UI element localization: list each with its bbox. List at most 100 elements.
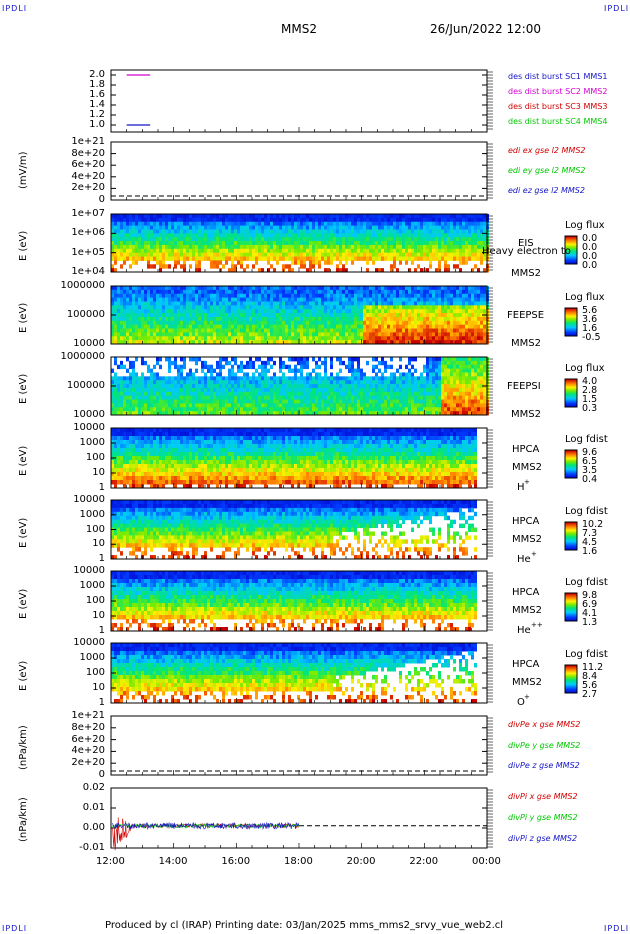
eis-ylabel: E (eV) — [18, 230, 29, 261]
hpca_h-colorbar-title: Log fdist — [565, 434, 608, 445]
hpca_he-colorbar-frame — [564, 521, 578, 551]
edi-ytick-label: 8e+20 — [71, 147, 105, 159]
burst-ytick-label: 2.0 — [89, 69, 105, 80]
eis-colorbar-value: 0.0 — [582, 260, 598, 271]
hpca_h-ytick-label: 1 — [98, 482, 105, 493]
hpca_o-colorbar-value: 8.4 — [582, 671, 598, 682]
hpca_he-ytick-label: 10 — [92, 538, 105, 550]
hpca_o-ytick-label: 10 — [92, 682, 105, 693]
hpca_he-heatmap — [111, 500, 477, 560]
hpca_he-species-label: He — [517, 554, 531, 565]
edi-legend-2: edi ez gse l2 MMS2 — [508, 186, 585, 195]
feepsi-ytick-label: 100000 — [66, 380, 105, 391]
feepsi-instrument-label: FEEPSI — [507, 381, 541, 392]
feepse-ytick-label: 100000 — [66, 309, 105, 320]
hpca_o-charge-label: + — [524, 693, 530, 701]
eis-colorbar-value: 0.0 — [582, 242, 598, 253]
hpca_he-colorbar-value: 10.2 — [582, 519, 604, 530]
edi-ytick-label: 6e+20 — [71, 159, 105, 171]
eis-ytick-label: 1e+06 — [71, 227, 105, 239]
burst-legend-0: des dist burst SC1 MMS1 — [508, 72, 608, 81]
burst-ytick-label: 1.6 — [89, 89, 105, 100]
hpca_o-heatmap — [111, 643, 477, 704]
divpe-ytick-label: 8e+20 — [71, 721, 105, 733]
hpca_o-ytick-label: 10000 — [73, 637, 105, 648]
divpe-ytick-label: 1e+21 — [71, 710, 105, 721]
eis-ytick-label: 1e+04 — [71, 266, 105, 277]
edi-ylabel: (mV/m) — [18, 151, 29, 190]
corner-label-bottom-right: IPDLI — [604, 924, 630, 933]
eis-overlay-text: Heavy electron to — [482, 246, 571, 257]
hpca_hepp-colorbar-value: 6.9 — [582, 599, 598, 610]
hpca_hepp-ytick-label: 100 — [85, 595, 105, 606]
edi-ytick-label: 0 — [98, 194, 105, 205]
burst-legend-1: des dist burst SC2 MMS2 — [508, 87, 608, 96]
eis-colorbar-title: Log flux — [565, 220, 605, 231]
hpca_h-colorbar-frame — [564, 449, 578, 479]
hpca_h-ytick-label: 10000 — [73, 422, 105, 433]
xaxis-tick-label-1: 14:00 — [158, 856, 188, 867]
xaxis-tick-label-5: 22:00 — [409, 856, 439, 867]
burst-legend-3: des dist burst SC4 MMS4 — [508, 117, 608, 126]
divpe-ytick-label: 2e+20 — [71, 757, 105, 769]
feepsi-ytick-label: 1000000 — [60, 351, 105, 362]
divpi-frame — [110, 787, 488, 849]
hpca_o-species-label: O — [517, 697, 525, 708]
divpe-legend-0: divPe x gse MMS2 — [508, 720, 581, 729]
eis-heatmap — [111, 214, 489, 273]
hpca_o-ytick-label: 1000 — [79, 652, 105, 663]
feepse-instrument-label: FEEPSE — [507, 310, 545, 321]
eis-colorbar-frame — [564, 235, 578, 265]
hpca_h-species-label: H — [517, 482, 525, 493]
hpca_h-spacecraft-label: MMS2 — [512, 462, 542, 473]
edi-legend-0: edi ex gse l2 MMS2 — [508, 146, 586, 155]
corner-label-top-right: IPDLI — [604, 4, 630, 13]
hpca_he-ytick-label: 10000 — [73, 494, 105, 505]
hpca_hepp-spacecraft-label: MMS2 — [512, 605, 542, 616]
hpca_he-colorbar-title: Log fdist — [565, 506, 608, 517]
feepsi-spacecraft-label: MMS2 — [511, 409, 541, 420]
eis-instrument-label: EIS — [518, 238, 534, 249]
divpe-ylabel: (nPa/km) — [18, 724, 29, 770]
hpca_h-ylabel: E (eV) — [18, 445, 29, 476]
hpca_he-ytick-label: 1 — [98, 553, 105, 564]
divpi-ytick-label: 0.01 — [82, 802, 105, 813]
hpca_he-colorbar-value: 7.3 — [582, 528, 598, 539]
feepse-ytick-label: 10000 — [73, 338, 105, 349]
divpe-legend-2: divPe z gse MMS2 — [508, 761, 580, 770]
hpca_hepp-colorbar-value: 9.8 — [582, 590, 598, 601]
divpe-ytick-label: 4e+20 — [71, 745, 105, 757]
feepsi-colorbar — [565, 379, 577, 408]
xaxis-tick-label-4: 20:00 — [346, 856, 376, 867]
hpca_he-colorbar-value: 1.6 — [582, 546, 598, 557]
feepsi-colorbar-frame — [564, 378, 578, 408]
hpca_hepp-instrument-label: HPCA — [512, 587, 540, 598]
hpca_o-colorbar — [565, 665, 577, 694]
feepsi-colorbar-value: 2.8 — [582, 385, 598, 396]
feepse-colorbar-value: 5.6 — [582, 305, 598, 316]
hpca_h-charge-label: + — [524, 478, 530, 486]
hpca_h-heatmap — [111, 428, 477, 489]
hpca_h-colorbar — [565, 450, 577, 479]
xaxis-tick-label-3: 18:00 — [284, 856, 313, 867]
feepsi-colorbar-title: Log flux — [565, 363, 605, 374]
hpca_he-ytick-label: 100 — [85, 523, 105, 535]
corner-label-bottom-left: IPDLI — [2, 924, 28, 933]
edi-legend-1: edi ey gse l2 MMS2 — [508, 166, 586, 175]
eis-spacecraft-label: MMS2 — [511, 268, 541, 279]
hpca_hepp-ytick-label: 1 — [98, 625, 105, 636]
divpi-legend-2: divPi z gse MMS2 — [508, 834, 578, 843]
eis-ytick-label: 1e+05 — [71, 246, 105, 258]
hpca_h-instrument-label: HPCA — [512, 444, 540, 455]
hpca_h-colorbar-value: 6.5 — [582, 456, 598, 467]
feepse-colorbar — [565, 308, 577, 337]
hpca_hepp-colorbar-title: Log fdist — [565, 577, 608, 588]
hpca_hepp-species-label: He — [517, 625, 531, 636]
hpca_o-ylabel: E (eV) — [18, 660, 29, 691]
burst-ytick-label: 1.2 — [89, 109, 105, 120]
eis-colorbar-value: 0.0 — [582, 251, 598, 262]
hpca_o-colorbar-title: Log fdist — [565, 649, 608, 660]
burst-frame — [110, 69, 488, 133]
feepsi-heatmap — [111, 357, 489, 416]
hpca_he-spacecraft-label: MMS2 — [512, 534, 542, 545]
